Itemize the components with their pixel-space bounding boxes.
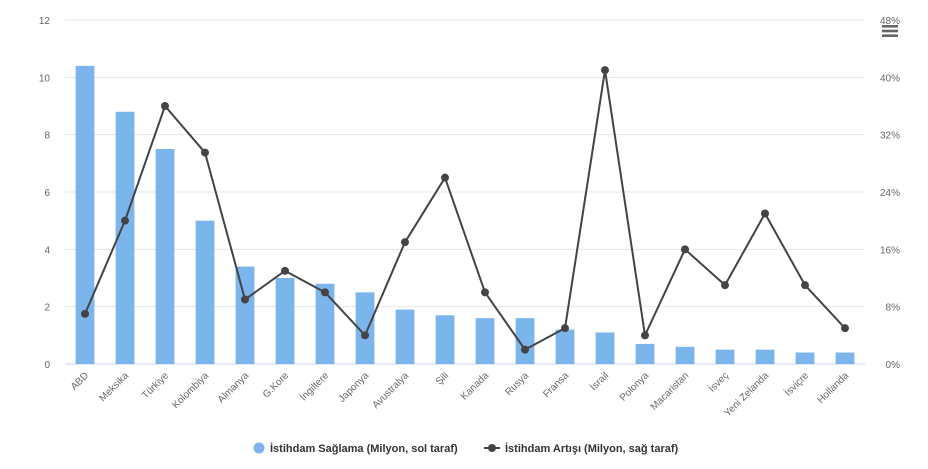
bar-18[interactable] bbox=[795, 352, 815, 364]
x-tick-label: Fransa bbox=[541, 370, 571, 400]
x-tick-label: İsrail bbox=[587, 369, 611, 393]
x-axis-labels: ABD Meksika Türkiye Kolombiya Almanya G.Kore İ… bbox=[69, 369, 852, 420]
y-right-tick-label: 40% bbox=[880, 73, 900, 84]
bar-9[interactable] bbox=[435, 315, 455, 364]
bar-3[interactable] bbox=[195, 220, 215, 364]
line-point-7[interactable] bbox=[361, 331, 369, 340]
legend-line-marker bbox=[488, 444, 496, 452]
line-point-5[interactable] bbox=[281, 266, 289, 275]
y-left-tick-label: 0 bbox=[44, 360, 50, 371]
y-left-tick-label: 4 bbox=[44, 245, 50, 256]
line-point-6[interactable] bbox=[321, 288, 329, 297]
line-point-4[interactable] bbox=[241, 295, 249, 304]
line-point-0[interactable] bbox=[81, 309, 89, 318]
y-left-tick-label: 2 bbox=[44, 303, 50, 314]
x-tick-label: Türkiye bbox=[140, 370, 171, 401]
legend-line-label: İstihdam Artışı (Milyon, sağ taraf) bbox=[505, 442, 679, 455]
bar-19[interactable] bbox=[835, 352, 855, 364]
x-tick-label: Kanada bbox=[459, 370, 491, 402]
line-point-18[interactable] bbox=[801, 281, 809, 290]
bar-15[interactable] bbox=[675, 346, 695, 364]
y-left-tick-label: 8 bbox=[44, 131, 50, 142]
grid-lines bbox=[65, 19, 865, 365]
line-point-9[interactable] bbox=[441, 173, 449, 182]
x-tick-label: Şili bbox=[434, 370, 451, 387]
line-point-10[interactable] bbox=[481, 288, 489, 297]
line-point-11[interactable] bbox=[521, 345, 529, 354]
x-tick-label: G.Kore bbox=[261, 370, 291, 400]
x-tick-label: Kolombiya bbox=[170, 370, 211, 411]
line-point-3[interactable] bbox=[201, 148, 209, 157]
y-left-tick-label: 10 bbox=[39, 73, 51, 84]
right-axis-ticks: 0% 8% 16% 24% 32% 40% 48% bbox=[880, 16, 900, 371]
line-point-16[interactable] bbox=[721, 281, 729, 290]
line-point-19[interactable] bbox=[841, 324, 849, 333]
x-tick-label: Avustralya bbox=[370, 370, 411, 411]
y-left-tick-label: 12 bbox=[39, 16, 51, 27]
line-point-13[interactable] bbox=[601, 66, 609, 75]
y-right-tick-label: 8% bbox=[886, 303, 901, 314]
x-tick-label: İngiltere bbox=[297, 369, 332, 404]
y-right-tick-label: 48% bbox=[880, 16, 900, 27]
bar-8[interactable] bbox=[395, 309, 415, 364]
y-left-tick-label: 6 bbox=[44, 188, 50, 199]
bar-10[interactable] bbox=[475, 318, 495, 364]
line-point-15[interactable] bbox=[681, 245, 689, 254]
x-tick-label: Almanya bbox=[216, 370, 252, 406]
x-tick-label: Hollanda bbox=[815, 370, 851, 406]
line-point-17[interactable] bbox=[761, 209, 769, 218]
bar-4[interactable] bbox=[235, 266, 255, 364]
bar-0[interactable] bbox=[75, 65, 95, 364]
hamburger-menu-icon[interactable] bbox=[881, 24, 899, 38]
left-axis-ticks: 0 2 4 6 8 10 12 bbox=[39, 16, 51, 371]
line-point-8[interactable] bbox=[401, 238, 409, 247]
bar-17[interactable] bbox=[755, 349, 775, 364]
x-tick-label: İsveç bbox=[705, 369, 731, 395]
bar-5[interactable] bbox=[275, 278, 295, 364]
line-point-14[interactable] bbox=[641, 331, 649, 340]
line-point-2[interactable] bbox=[161, 102, 169, 110]
bar-series bbox=[75, 65, 855, 364]
y-right-tick-label: 0% bbox=[886, 360, 901, 371]
legend: İstihdam Sağlama (Milyon, sol taraf) İst… bbox=[253, 442, 679, 455]
bar-14[interactable] bbox=[635, 343, 655, 364]
bar-1[interactable] bbox=[115, 111, 135, 364]
x-tick-label: İsviçre bbox=[781, 369, 811, 399]
legend-bar-label: İstihdam Sağlama (Milyon, sol taraf) bbox=[270, 442, 458, 455]
y-right-tick-label: 32% bbox=[880, 131, 900, 142]
line-path bbox=[84, 69, 846, 351]
line-point-1[interactable] bbox=[121, 216, 129, 225]
bar-6[interactable] bbox=[315, 283, 335, 364]
x-tick-label: Rusya bbox=[503, 370, 531, 398]
legend-item-line[interactable]: İstihdam Artışı (Milyon, sağ taraf) bbox=[484, 442, 679, 455]
x-tick-label: Japonya bbox=[337, 370, 372, 405]
x-tick-label: Polonya bbox=[618, 370, 652, 404]
x-tick-label: Macaristan bbox=[649, 370, 691, 412]
x-tick-label: Meksika bbox=[97, 370, 131, 404]
bar-7[interactable] bbox=[355, 292, 375, 364]
bar-11[interactable] bbox=[515, 318, 535, 364]
bar-13[interactable] bbox=[595, 332, 615, 364]
x-tick-label: ABD bbox=[69, 370, 91, 392]
y-right-tick-label: 24% bbox=[880, 188, 900, 199]
bar-2[interactable] bbox=[155, 149, 175, 364]
line-point-12[interactable] bbox=[561, 324, 569, 333]
line-series bbox=[81, 66, 849, 354]
y-right-tick-label: 16% bbox=[880, 245, 900, 256]
legend-bar-marker bbox=[253, 442, 265, 454]
bar-12[interactable] bbox=[555, 329, 575, 364]
legend-item-bar[interactable]: İstihdam Sağlama (Milyon, sol taraf) bbox=[253, 442, 458, 455]
bar-16[interactable] bbox=[715, 349, 735, 364]
